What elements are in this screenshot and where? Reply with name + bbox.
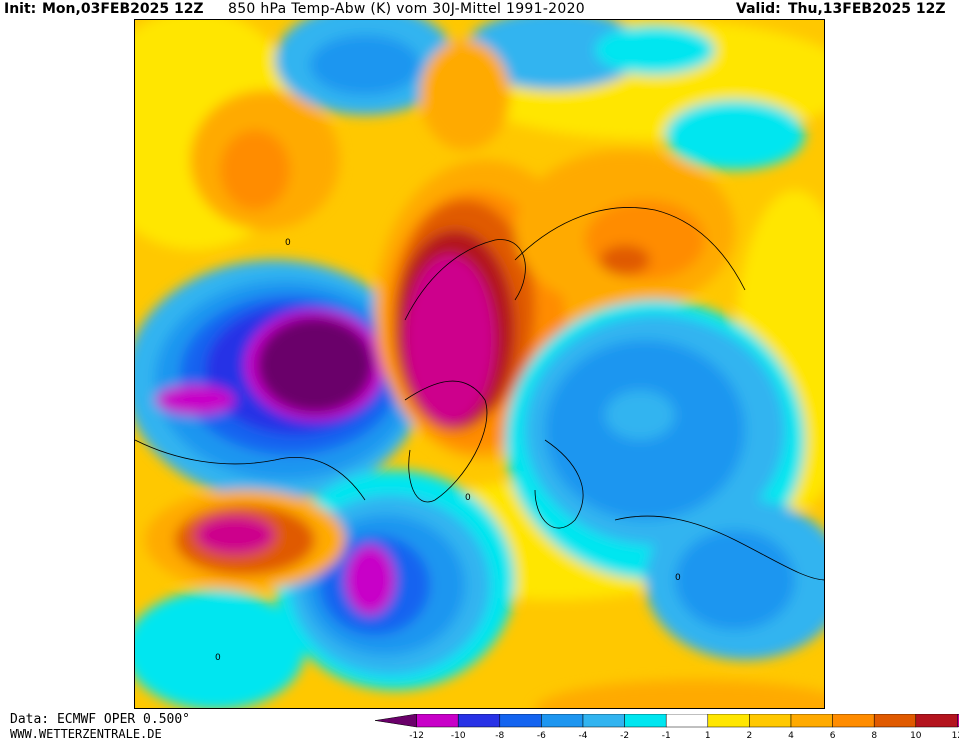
- colorbar-tick-label: -4: [579, 731, 588, 741]
- data-source: Data: ECMWF OPER 0.500°: [10, 712, 191, 727]
- header-bar: Init: Mon,03FEB2025 12Z 850 hPa Temp-Abw…: [0, 0, 959, 18]
- colorbar: -12-10-8-6-4-2-1124681012: [335, 713, 959, 741]
- website-url: WWW.WETTERZENTRALE.DE: [10, 727, 162, 741]
- anomaly-fields: [135, 20, 824, 708]
- colorbar-tick-label: 1: [705, 731, 711, 741]
- colorbar-tick-label: 12: [952, 731, 959, 741]
- colorbar-tick-label: 8: [871, 731, 877, 741]
- colorbar-tick-label: -2: [620, 731, 629, 741]
- colorbar-tick-label: 6: [830, 731, 836, 741]
- colorbar-tick-label: -12: [409, 731, 424, 741]
- colorbar-swatch: [915, 713, 958, 728]
- colorbar-swatch: [832, 713, 875, 728]
- colorbar-swatch: [790, 713, 833, 728]
- valid-value: Thu,13FEB2025 12Z: [788, 1, 946, 17]
- colorbar-swatch: [374, 713, 417, 728]
- colorbar-tick-label: 10: [910, 731, 922, 741]
- colorbar-swatch: [873, 713, 917, 728]
- colorbar-tick-label: 2: [747, 731, 753, 741]
- colorbar-swatch: [499, 713, 542, 728]
- colorbar-swatch: [541, 713, 584, 728]
- colorbar-tick-label: -1: [662, 731, 671, 741]
- map-field: 0 0 0 0: [135, 20, 824, 708]
- colorbar-swatch: [582, 713, 625, 728]
- init-label: Init:: [4, 1, 37, 17]
- colorbar-tick-label: -10: [451, 731, 466, 741]
- colorbar-swatch: [665, 713, 709, 728]
- colorbar-tick-label: -6: [537, 731, 546, 741]
- colorbar-svg: -12-10-8-6-4-2-1124681012: [374, 713, 959, 741]
- valid-label: Valid:: [736, 1, 781, 17]
- contour-labels: 0 0 0 0: [215, 238, 681, 663]
- contour-label: 0: [465, 493, 471, 503]
- coastlines: [135, 207, 824, 581]
- map-title: 850 hPa Temp-Abw (K) vom 30J-Mittel 1991…: [228, 1, 586, 17]
- colorbar-tick-label: 4: [788, 731, 794, 741]
- colorbar-tick-label: -8: [495, 731, 504, 741]
- contour-label: 0: [675, 573, 681, 583]
- colorbar-swatch: [457, 713, 501, 728]
- init-value: Mon,03FEB2025 12Z: [42, 1, 204, 17]
- contour-label: 0: [215, 653, 221, 663]
- colorbar-swatch: [624, 713, 667, 728]
- colorbar-swatch: [749, 713, 792, 728]
- colorbar-swatch: [707, 713, 750, 728]
- contour-label: 0: [285, 238, 291, 248]
- anomaly-map: 0 0 0 0: [134, 19, 825, 709]
- colorbar-swatch: [416, 713, 459, 728]
